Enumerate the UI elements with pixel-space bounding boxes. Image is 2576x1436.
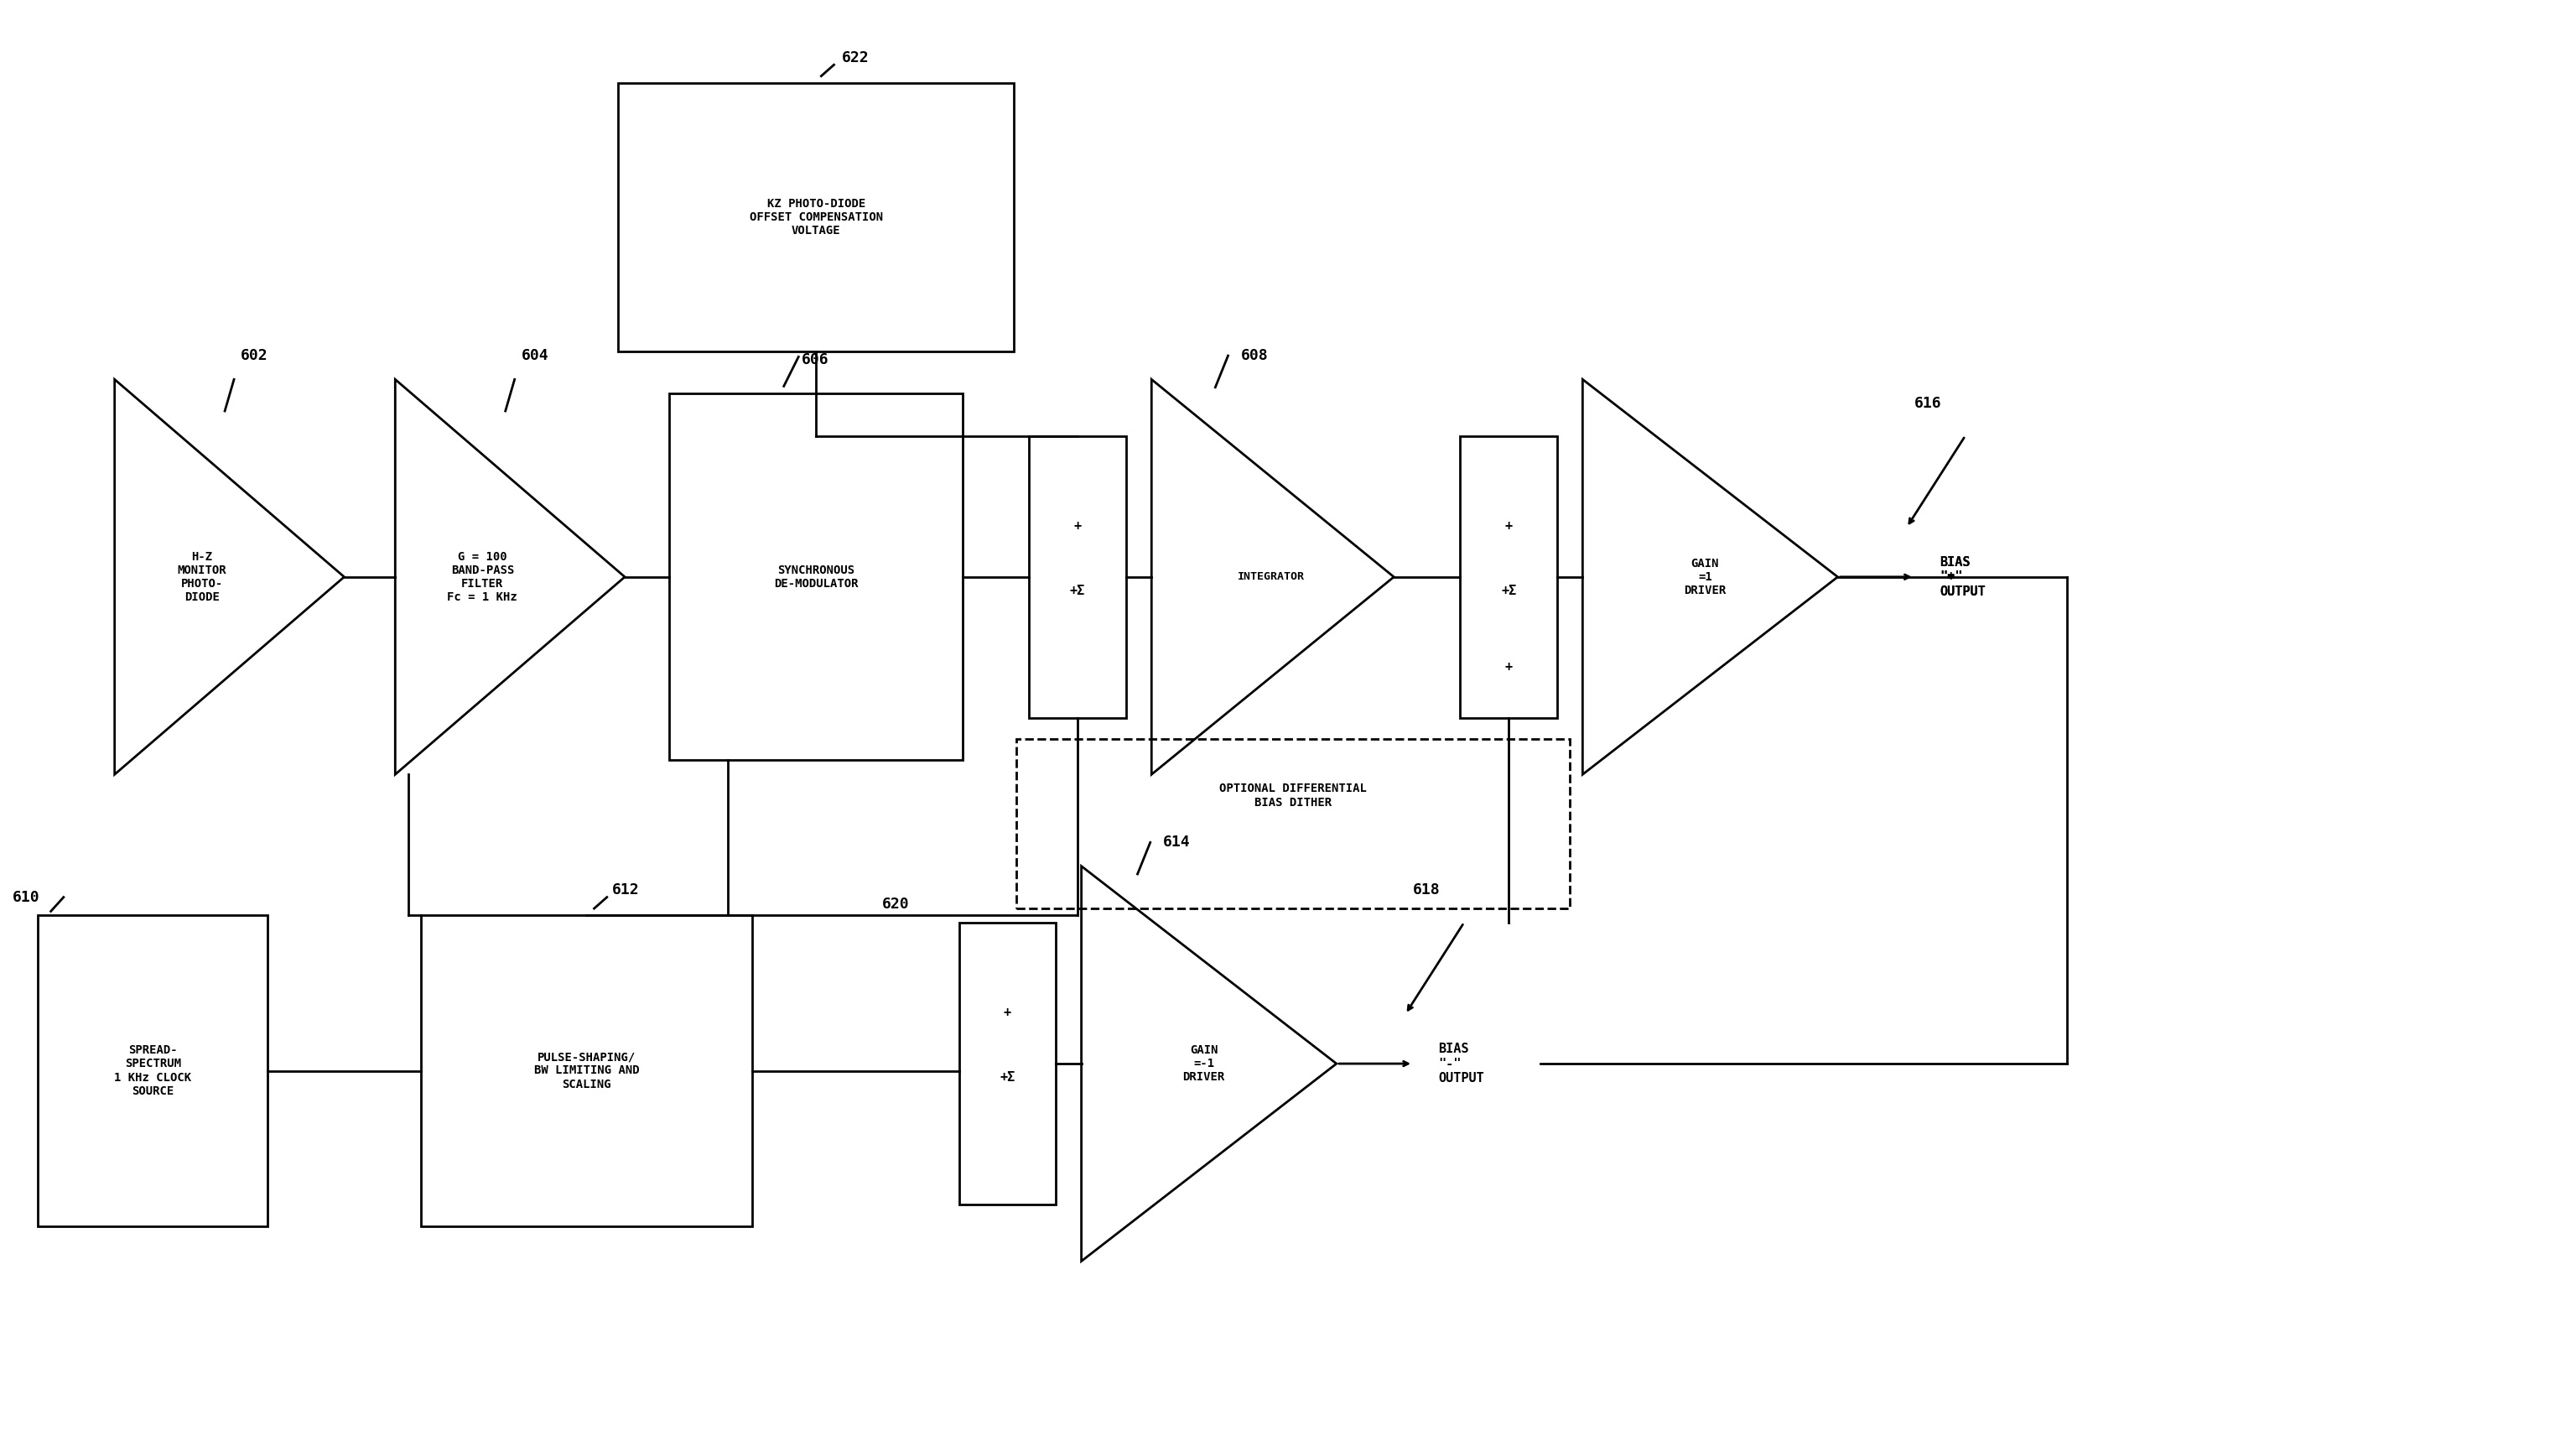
Text: +: + <box>1504 520 1512 533</box>
Text: 616: 616 <box>1914 396 1942 411</box>
Text: 602: 602 <box>242 348 268 363</box>
Text: 606: 606 <box>801 352 829 368</box>
Text: +Σ: +Σ <box>1069 584 1084 597</box>
Bar <box>1461 437 1556 718</box>
Bar <box>1028 437 1126 718</box>
Text: BIAS
"="
OUTPUT: BIAS "=" OUTPUT <box>1940 556 1986 597</box>
Text: +: + <box>1005 1007 1012 1020</box>
Text: BIAS
"-"
OUTPUT: BIAS "-" OUTPUT <box>1437 1043 1484 1084</box>
Bar <box>1018 740 1569 909</box>
Text: SPREAD-
SPECTRUM
1 KHz CLOCK
SOURCE: SPREAD- SPECTRUM 1 KHz CLOCK SOURCE <box>113 1044 191 1097</box>
Text: GAIN
=1
DRIVER: GAIN =1 DRIVER <box>1685 557 1726 596</box>
Text: INTEGRATOR: INTEGRATOR <box>1239 572 1306 583</box>
Text: 612: 612 <box>613 883 639 898</box>
Text: +: + <box>1504 661 1512 673</box>
Text: G = 100
BAND-PASS
FILTER
Fc = 1 KHz: G = 100 BAND-PASS FILTER Fc = 1 KHz <box>448 550 518 603</box>
Text: KZ PHOTO-DIODE
OFFSET COMPENSATION
VOLTAGE: KZ PHOTO-DIODE OFFSET COMPENSATION VOLTA… <box>750 198 884 237</box>
Text: +: + <box>1074 520 1082 533</box>
Text: BIAS
"+"
OUTPUT: BIAS "+" OUTPUT <box>1940 556 1986 597</box>
Text: PULSE-SHAPING/
BW LIMITING AND
SCALING: PULSE-SHAPING/ BW LIMITING AND SCALING <box>533 1051 639 1090</box>
Text: 620: 620 <box>884 896 909 912</box>
Text: 604: 604 <box>520 348 549 363</box>
Text: 622: 622 <box>842 50 868 65</box>
Text: 610: 610 <box>13 890 41 905</box>
Bar <box>958 922 1056 1205</box>
Text: OPTIONAL DIFFERENTIAL
BIAS DITHER: OPTIONAL DIFFERENTIAL BIAS DITHER <box>1218 783 1368 808</box>
Text: 608: 608 <box>1242 348 1267 363</box>
Text: 614: 614 <box>1162 834 1190 850</box>
Text: SYNCHRONOUS
DE-MODULATOR: SYNCHRONOUS DE-MODULATOR <box>773 564 858 590</box>
Text: H-Z
MONITOR
PHOTO-
DIODE: H-Z MONITOR PHOTO- DIODE <box>178 550 227 603</box>
Text: +Σ: +Σ <box>999 1071 1015 1084</box>
Text: GAIN
=-1
DRIVER: GAIN =-1 DRIVER <box>1182 1044 1226 1083</box>
Text: +Σ: +Σ <box>1502 584 1517 597</box>
Text: 618: 618 <box>1414 883 1440 898</box>
